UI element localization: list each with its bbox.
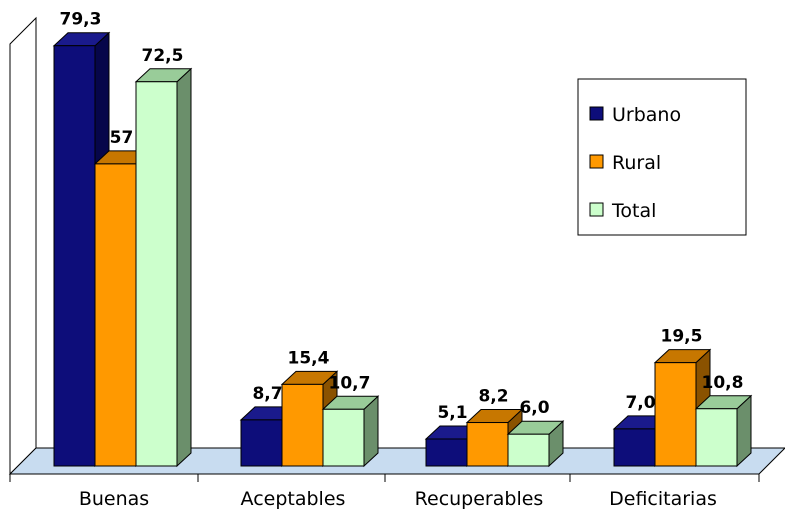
data-label-urbano-buenas: 79,3 [60, 10, 102, 30]
bar-front [613, 428, 656, 467]
bar-front [94, 163, 137, 467]
data-label-total-buenas: 72,5 [142, 46, 184, 66]
category-label-deficitarias: Deficitarias [609, 488, 717, 510]
bar-front [135, 81, 178, 467]
bar-front [507, 433, 550, 467]
bar-front [695, 408, 738, 467]
legend-item-total: Total [589, 200, 656, 222]
data-label-urbano-aceptables: 8,7 [252, 384, 282, 404]
category-label-recuperables: Recuperables [415, 488, 544, 510]
data-label-rural-deficitarias: 19,5 [661, 327, 703, 347]
bar-front [281, 383, 324, 467]
legend-items: Urbano Rural Total [589, 104, 681, 222]
legend-item-urbano: Urbano [589, 104, 681, 126]
bars-group [52, 31, 753, 468]
legend-swatch-rural [589, 154, 604, 169]
data-label-rural-aceptables: 15,4 [288, 348, 330, 368]
legend-item-rural: Rural [589, 152, 661, 174]
data-labels-group: 79,3 57 72,5 8,7 15,4 10,7 5,1 8,2 6,0 7,0 19,5 10,… [60, 10, 744, 423]
data-label-urbano-deficitarias: 7,0 [625, 393, 655, 413]
legend-label-urbano: Urbano [612, 104, 681, 126]
bar-total-buenas [134, 67, 193, 468]
legend-swatch-urbano [589, 106, 604, 121]
bar-total-aceptables [321, 395, 380, 468]
legend-swatch-total [589, 202, 604, 217]
legend-label-rural: Rural [612, 152, 661, 174]
data-label-rural-buenas: 57 [110, 128, 134, 148]
category-label-aceptables: Aceptables [241, 488, 346, 510]
category-labels-group: Buenas Aceptables Recuperables Deficitarias [9, 474, 760, 510]
bar-front [240, 419, 283, 467]
bar-front [53, 45, 96, 467]
bar-total-deficitarias [694, 394, 753, 468]
data-label-total-aceptables: 10,7 [329, 373, 371, 393]
bar-total-recuperables [506, 420, 565, 468]
data-label-total-deficitarias: 10,8 [702, 373, 744, 393]
bar-front [322, 408, 365, 467]
data-label-total-recuperables: 6,0 [519, 398, 549, 418]
bar-front [466, 422, 509, 467]
data-label-rural-recuperables: 8,2 [478, 387, 508, 407]
legend: Urbano Rural Total [577, 78, 747, 236]
data-label-urbano-recuperables: 5,1 [437, 403, 467, 423]
chart-frame [8, 16, 785, 476]
bar-front [425, 438, 468, 467]
legend-label-total: Total [611, 200, 656, 222]
back-wall [9, 16, 37, 476]
bar-side [176, 67, 192, 468]
category-label-buenas: Buenas [79, 488, 149, 510]
bar-front [654, 362, 697, 467]
legend-box [577, 78, 747, 236]
